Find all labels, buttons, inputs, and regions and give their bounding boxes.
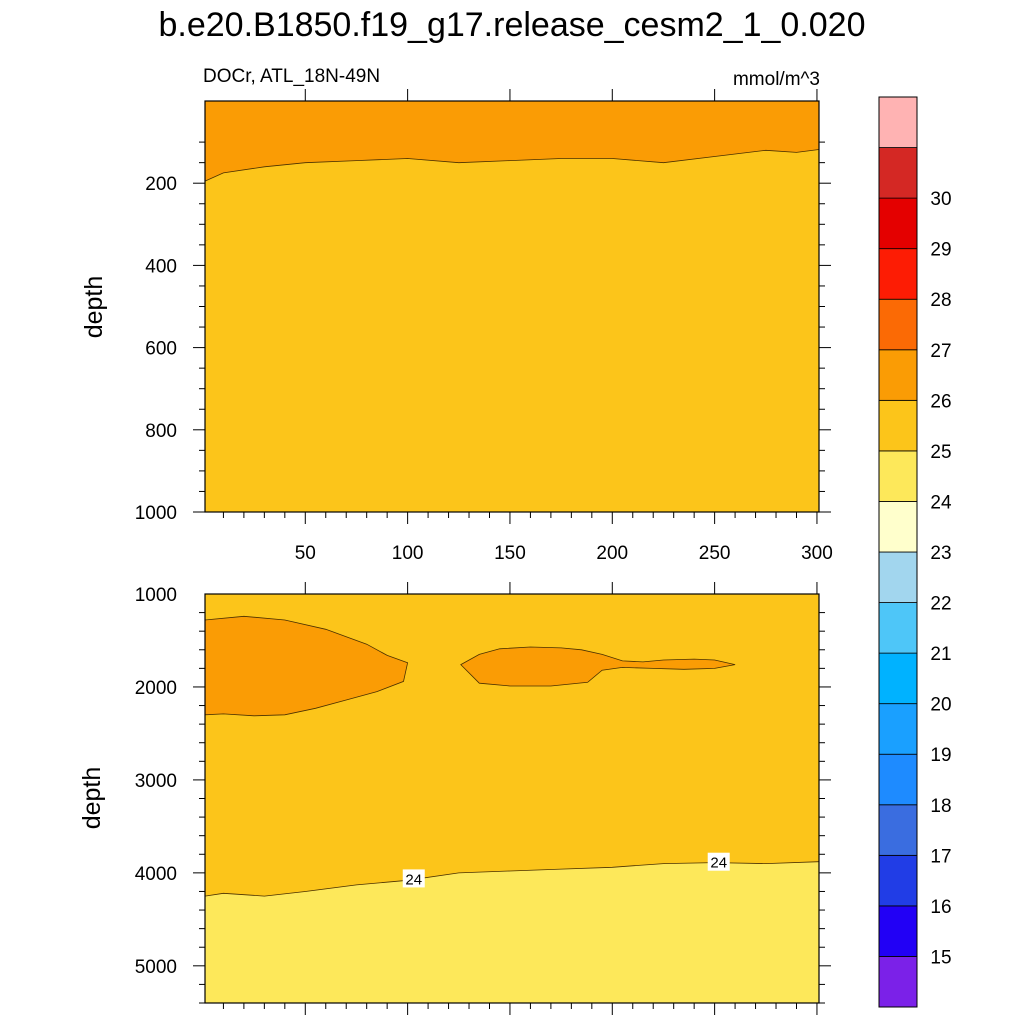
upper-tick-marks	[193, 89, 831, 524]
lower-panel: 24 24 1000 2000 3000 4000 5000 depth	[78, 582, 831, 1015]
colorbar-swatch	[878, 854, 918, 907]
lower-y-axis-label: depth	[78, 767, 106, 830]
contour-label: 24	[710, 855, 727, 872]
x-tick-label: 200	[596, 543, 628, 564]
x-tick-label: 100	[392, 543, 424, 564]
y-tick-label: 800	[145, 421, 177, 442]
colorbar-level-label: 18	[930, 796, 951, 817]
upper-panel: 50 100 150 200 250 300 200 400 600 800 1000 depth	[80, 89, 833, 564]
lens-25-right	[460, 646, 736, 687]
upper-surface-region-25-26	[205, 101, 819, 182]
colorbar-level-label: 19	[930, 745, 951, 766]
colorbar-level-label: 29	[930, 240, 951, 261]
y-tick-label: 4000	[135, 864, 177, 885]
colorbar-swatch	[878, 501, 918, 553]
colorbar-frame	[878, 96, 918, 1008]
colorbar-swatch	[878, 956, 918, 1008]
lower-panel-frame	[204, 593, 820, 1004]
colorbar-level-label: 17	[930, 846, 951, 867]
colorbar-level-label: 24	[930, 492, 952, 513]
y-tick-label: 600	[145, 339, 177, 360]
colorbar-swatch	[878, 96, 918, 148]
lens-25-left	[204, 615, 409, 717]
colorbar-swatch	[878, 450, 918, 502]
colorbar-swatch	[878, 551, 918, 603]
lower-y-tick-labels: 1000 2000 3000 4000 5000	[135, 585, 177, 978]
colorbar-swatch	[878, 804, 918, 856]
units-label: mmol/m^3	[733, 69, 820, 90]
colorbar	[878, 96, 918, 1008]
colorbar-level-label: 28	[930, 290, 951, 311]
lower-deep-region-23-24	[205, 861, 819, 1003]
contour-labels: 24 24	[402, 852, 730, 888]
upper-panel-frame	[204, 100, 820, 513]
colorbar-level-label: 23	[930, 543, 951, 564]
lower-tick-marks	[193, 582, 831, 1015]
colorbar-swatch	[878, 703, 918, 755]
x-tick-label: 300	[801, 543, 833, 564]
colorbar-level-label: 16	[930, 897, 951, 918]
y-tick-label: 1000	[135, 585, 177, 606]
upper-y-axis-label: depth	[80, 276, 108, 339]
colorbar-swatch	[878, 349, 918, 401]
colorbar-level-label: 30	[930, 189, 951, 210]
contour-label: 24	[405, 871, 422, 888]
colorbar-swatch	[878, 602, 918, 654]
upper-y-tick-labels: 200 400 600 800 1000	[135, 174, 177, 524]
chart-title: b.e20.B1850.f19_g17.release_cesm2_1_0.02…	[158, 6, 865, 44]
colorbar-level-label: 27	[930, 341, 951, 362]
contour-label-box	[707, 852, 730, 871]
upper-x-tick-labels: 50 100 150 200 250 300	[295, 543, 833, 564]
colorbar-level-label: 20	[930, 695, 951, 716]
colorbar-level-label: 22	[930, 594, 951, 615]
colorbar-swatch	[878, 652, 918, 705]
lower-contour-24	[204, 861, 820, 897]
colorbar-level-label: 15	[930, 947, 951, 968]
x-tick-label: 50	[295, 543, 316, 564]
colorbar-swatch	[878, 753, 918, 806]
x-tick-label: 150	[494, 543, 526, 564]
y-tick-label: 2000	[135, 678, 177, 699]
y-tick-label: 400	[145, 256, 177, 277]
colorbar-swatch	[878, 905, 918, 957]
colorbar-level-label: 25	[930, 442, 951, 463]
y-tick-label: 5000	[135, 957, 177, 978]
y-tick-label: 1000	[135, 503, 177, 524]
colorbar-swatch	[878, 197, 918, 250]
colorbar-level-label: 21	[930, 644, 951, 665]
colorbar-swatch	[878, 248, 918, 300]
upper-panel-background	[205, 101, 819, 512]
colorbar-swatch	[878, 399, 918, 452]
colorbar-swatch	[878, 147, 918, 199]
colorbar-labels: 15 16 17 18 19 20 21 22 23 24 25 26 27 28 29 30	[930, 189, 952, 968]
colorbar-swatch	[878, 298, 918, 351]
colorbar-level-label: 26	[930, 391, 951, 412]
y-tick-label: 200	[145, 174, 177, 195]
x-tick-label: 250	[699, 543, 731, 564]
upper-contour-25	[204, 149, 820, 182]
y-tick-label: 3000	[135, 771, 177, 792]
variable-label: DOCr, ATL_18N-49N	[203, 66, 380, 87]
contour-label-box	[402, 869, 425, 888]
